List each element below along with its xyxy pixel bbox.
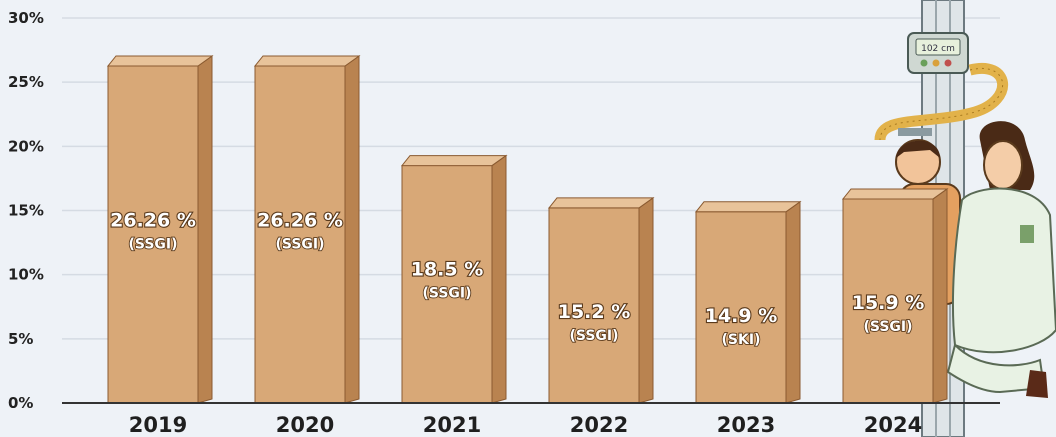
x-tick-label: 2019 [129, 413, 187, 437]
bar-front [695, 211, 787, 404]
bar-top [253, 55, 361, 67]
value-label: 26.26 % [110, 209, 196, 231]
source-label: (SSGI) [569, 328, 618, 344]
source-label: (SSGI) [128, 236, 177, 252]
bar-2022: 15.2 % (SSGI) [547, 196, 655, 404]
y-tick-label: 10% [8, 266, 44, 284]
x-tick-label: 2023 [717, 413, 775, 437]
bar-side [344, 55, 360, 404]
bar-side [491, 154, 507, 404]
value-label: 26.26 % [257, 209, 343, 231]
x-tick-label: 2024 [864, 413, 922, 437]
bar-top [694, 201, 802, 213]
bar-front [548, 207, 640, 404]
bar-2021: 18.5 % (SSGI) [400, 154, 508, 404]
value-label: 14.9 % [705, 305, 778, 327]
y-tick-label: 5% [8, 330, 33, 348]
bar-2020: 26.26 % (SSGI) [253, 55, 361, 404]
bar-front [401, 165, 493, 404]
bar-side [932, 187, 948, 404]
bar-2019: 26.26 % (SSGI) [106, 55, 214, 404]
y-tick-label: 15% [8, 202, 44, 220]
bars: 26.26 %(SSGI)26.26 %(SSGI)18.5 %(SSGI)15… [106, 55, 949, 404]
y-tick-label: 20% [8, 137, 44, 155]
bar-top [547, 197, 655, 209]
bar-side [785, 200, 801, 404]
bar-side [638, 196, 654, 404]
x-tick-label: 2021 [423, 413, 481, 437]
value-label: 15.9 % [852, 292, 925, 314]
source-label: (SKI) [722, 332, 761, 348]
x-tick-label: 2020 [276, 413, 334, 437]
x-axis-labels: 2019 2020 2021 2022 2023 2024 [129, 413, 922, 437]
y-tick-label: 0% [8, 394, 33, 412]
source-label: (SSGI) [863, 319, 912, 335]
meter-readout: 102 cm [921, 44, 955, 54]
value-label: 15.2 % [558, 301, 631, 323]
value-label: 18.5 % [411, 259, 484, 281]
bar-front [107, 65, 199, 404]
bar-2024: 15.9 % (SSGI) [841, 187, 949, 404]
y-tick-label: 25% [8, 73, 44, 91]
bar-2023: 14.9 % (SKI) [694, 200, 802, 404]
bar-side [197, 55, 213, 404]
bar-top [106, 55, 214, 67]
x-tick-label: 2022 [570, 413, 628, 437]
y-axis-ticks: 0% 5% 10% 15% 20% 25% 30% [8, 9, 44, 412]
bar-top [841, 188, 949, 200]
bar-top [400, 155, 508, 167]
source-label: (SSGI) [275, 236, 324, 252]
source-label: (SSGI) [422, 286, 471, 302]
y-tick-label: 30% [8, 9, 44, 27]
bar-front [254, 65, 346, 404]
